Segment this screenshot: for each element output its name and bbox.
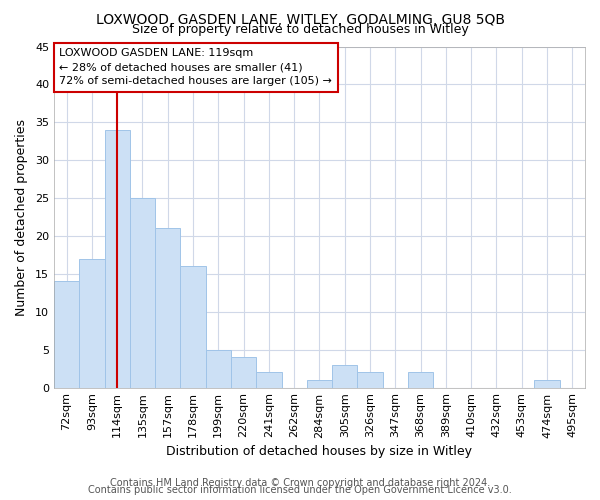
- Bar: [358, 372, 383, 388]
- Bar: [206, 350, 231, 388]
- Y-axis label: Number of detached properties: Number of detached properties: [15, 118, 28, 316]
- Bar: [54, 282, 79, 388]
- Bar: [231, 358, 256, 388]
- Bar: [535, 380, 560, 388]
- Bar: [181, 266, 206, 388]
- Bar: [332, 365, 358, 388]
- Text: Contains HM Land Registry data © Crown copyright and database right 2024.: Contains HM Land Registry data © Crown c…: [110, 478, 490, 488]
- X-axis label: Distribution of detached houses by size in Witley: Distribution of detached houses by size …: [166, 444, 472, 458]
- Bar: [155, 228, 181, 388]
- Text: LOXWOOD, GASDEN LANE, WITLEY, GODALMING, GU8 5QB: LOXWOOD, GASDEN LANE, WITLEY, GODALMING,…: [95, 12, 505, 26]
- Text: LOXWOOD GASDEN LANE: 119sqm
← 28% of detached houses are smaller (41)
72% of sem: LOXWOOD GASDEN LANE: 119sqm ← 28% of det…: [59, 48, 332, 86]
- Bar: [256, 372, 281, 388]
- Text: Contains public sector information licensed under the Open Government Licence v3: Contains public sector information licen…: [88, 485, 512, 495]
- Bar: [307, 380, 332, 388]
- Bar: [104, 130, 130, 388]
- Bar: [79, 258, 104, 388]
- Bar: [408, 372, 433, 388]
- Bar: [130, 198, 155, 388]
- Text: Size of property relative to detached houses in Witley: Size of property relative to detached ho…: [131, 22, 469, 36]
